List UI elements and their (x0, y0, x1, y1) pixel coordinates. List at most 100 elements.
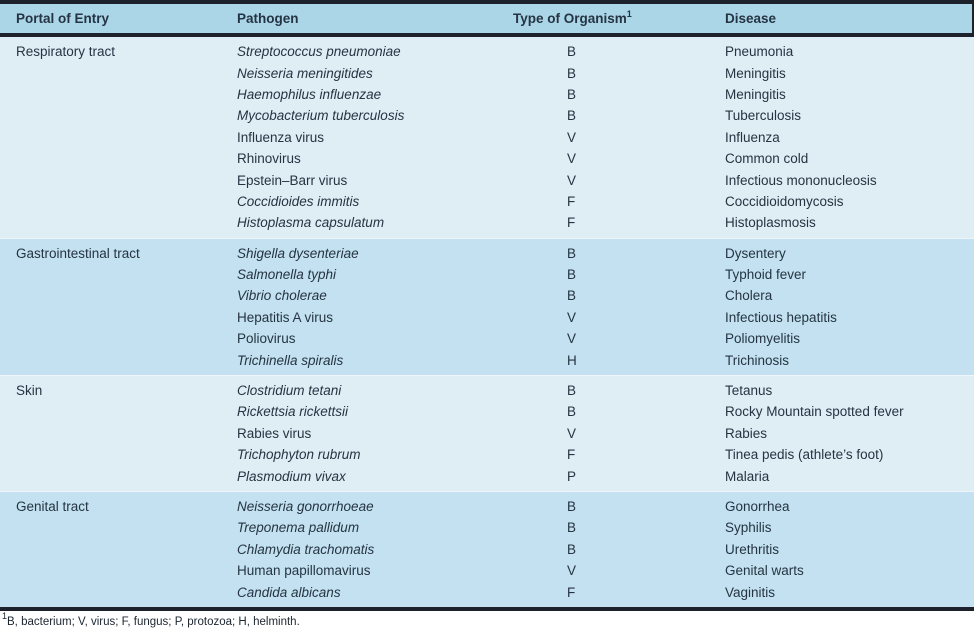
organism-type-cell: B (567, 288, 577, 304)
portal-section: Genital tract Neisseria gonorrhoeae B Go… (0, 490, 974, 607)
pathogen-cell: Coccidioides immitis (237, 193, 360, 209)
organism-type-cell: V (567, 309, 577, 325)
organism-type-cell: B (567, 499, 577, 514)
pathogen-cell: Chlamydia trachomatis (237, 541, 375, 557)
disease-cell: Dysentery (725, 245, 786, 261)
pathogen-cell: Poliovirus (237, 331, 296, 347)
table-row: Genital tract Neisseria gonorrhoeae B Go… (0, 496, 974, 517)
portal-cell: Gastrointestinal tract (16, 245, 140, 261)
disease-cell: Poliomyelitis (725, 331, 801, 347)
pathogen-cell: Trichophyton rubrum (237, 447, 361, 463)
table-row: Plasmodium vivax P Malaria (0, 465, 974, 486)
organism-type-cell: F (567, 215, 576, 231)
pathogen-cell: Rhinovirus (237, 151, 301, 167)
table-header-band: Portal of Entry Pathogen Type of Organis… (0, 0, 974, 37)
disease-cell: Malaria (725, 468, 770, 484)
organism-type-cell: B (567, 541, 577, 557)
pathogen-cell: Haemophilus influenzae (237, 86, 382, 102)
table-row: Candida albicans F Vaginitis (0, 581, 974, 602)
pathogen-cell: Streptococcus pneumoniae (237, 44, 401, 60)
pathogen-cell: Treponema pallidum (237, 520, 360, 536)
organism-type-cell: F (567, 447, 576, 463)
table-footnote: 1B, bacterium; V, virus; F, fungus; P, p… (0, 610, 974, 628)
organism-type-cell: V (567, 172, 577, 188)
table-row: Rhinovirus V Common cold (0, 148, 974, 169)
portal-section: Skin Clostridium tetani B Tetanus Ricket… (0, 374, 974, 491)
table-row: Rickettsia rickettsii B Rocky Mountain s… (0, 401, 974, 422)
disease-cell: Rabies (725, 425, 768, 441)
table-row: Chlamydia trachomatis B Urethritis (0, 539, 974, 560)
pathogen-cell: Human papillomavirus (237, 563, 371, 579)
disease-cell: Meningitis (725, 65, 786, 81)
table-row: Influenza virus V Influenza (0, 127, 974, 148)
pathogen-cell: Mycobacterium tuberculosis (237, 108, 405, 124)
bottom-rule (0, 606, 974, 611)
top-rule (0, 0, 972, 4)
disease-cell: Rocky Mountain spotted fever (725, 404, 904, 420)
header-type-of-organism-label: Type of Organism (513, 11, 627, 26)
header-type-of-organism: Type of Organism1 (513, 8, 725, 26)
table-row: Respiratory tract Streptococcus pneumoni… (0, 41, 974, 62)
pathogen-cell: Vibrio cholerae (237, 288, 327, 304)
organism-type-cell: V (567, 563, 577, 579)
disease-cell: Histoplasmosis (725, 215, 816, 231)
disease-cell: Tuberculosis (725, 108, 802, 124)
organism-type-cell: B (567, 245, 577, 261)
pathogen-cell: Plasmodium vivax (237, 468, 346, 484)
table-row: Rabies virus V Rabies (0, 423, 974, 444)
pathogen-cell: Shigella dysenteriae (237, 245, 359, 261)
organism-type-cell: V (567, 129, 577, 145)
disease-cell: Infectious mononucleosis (725, 172, 877, 188)
disease-cell: Coccidioidomycosis (725, 193, 844, 209)
table-row: Trichophyton rubrum F Tinea pedis (athle… (0, 444, 974, 465)
pathogen-cell: Neisseria meningitides (237, 65, 373, 81)
header-pathogen: Pathogen (237, 11, 299, 26)
table-row: Treponema pallidum B Syphilis (0, 517, 974, 538)
pathogen-cell: Neisseria gonorrhoeae (237, 499, 374, 514)
pathogen-cell: Rabies virus (237, 425, 312, 441)
organism-type-cell: H (567, 352, 577, 368)
table-row: Hepatitis A virus V Infectious hepatitis (0, 307, 974, 328)
organism-type-cell: P (567, 468, 577, 484)
portal-cell: Skin (16, 383, 43, 399)
disease-cell: Vaginitis (725, 584, 776, 600)
table-row: Mycobacterium tuberculosis B Tuberculosi… (0, 105, 974, 126)
disease-cell: Trichinosis (725, 352, 790, 368)
header-disease: Disease (725, 11, 777, 26)
organism-type-cell: F (567, 584, 576, 600)
organism-type-cell: V (567, 331, 577, 347)
disease-cell: Typhoid fever (725, 267, 807, 283)
table-row: Trichinella spiralis H Trichinosis (0, 349, 974, 370)
table-header-row: Portal of Entry Pathogen Type of Organis… (0, 4, 972, 33)
table-row: Poliovirus V Poliomyelitis (0, 328, 974, 349)
pathogen-cell: Trichinella spiralis (237, 352, 344, 368)
organism-type-cell: B (567, 383, 577, 399)
pathogen-cell: Clostridium tetani (237, 383, 342, 399)
portal-cell: Respiratory tract (16, 44, 116, 60)
disease-cell: Meningitis (725, 86, 786, 102)
pathogen-cell: Histoplasma capsulatum (237, 215, 385, 231)
disease-cell: Genital warts (725, 563, 804, 579)
disease-cell: Pneumonia (725, 44, 794, 60)
pathogen-cell: Salmonella typhi (237, 267, 337, 283)
disease-cell: Tetanus (725, 383, 773, 399)
table-row: Skin Clostridium tetani B Tetanus (0, 380, 974, 401)
portal-section: Gastrointestinal tract Shigella dysenter… (0, 237, 974, 375)
table-body: Respiratory tract Streptococcus pneumoni… (0, 37, 974, 607)
organism-type-cell: B (567, 86, 577, 102)
organism-type-cell: B (567, 65, 577, 81)
header-portal-of-entry: Portal of Entry (16, 11, 110, 26)
header-bottom-rule (0, 33, 972, 37)
disease-cell: Urethritis (725, 541, 780, 557)
disease-cell: Influenza (725, 129, 780, 145)
header-footnote-marker: 1 (626, 8, 632, 19)
disease-cell: Infectious hepatitis (725, 309, 837, 325)
organism-type-cell: B (567, 44, 577, 60)
pathogen-cell: Influenza virus (237, 129, 325, 145)
table-row: Human papillomavirus V Genital warts (0, 560, 974, 581)
organism-type-cell: B (567, 404, 577, 420)
pathogen-cell: Rickettsia rickettsii (237, 404, 349, 420)
organism-type-cell: B (567, 267, 577, 283)
footnote-text: B, bacterium; V, virus; F, fungus; P, pr… (7, 615, 300, 628)
